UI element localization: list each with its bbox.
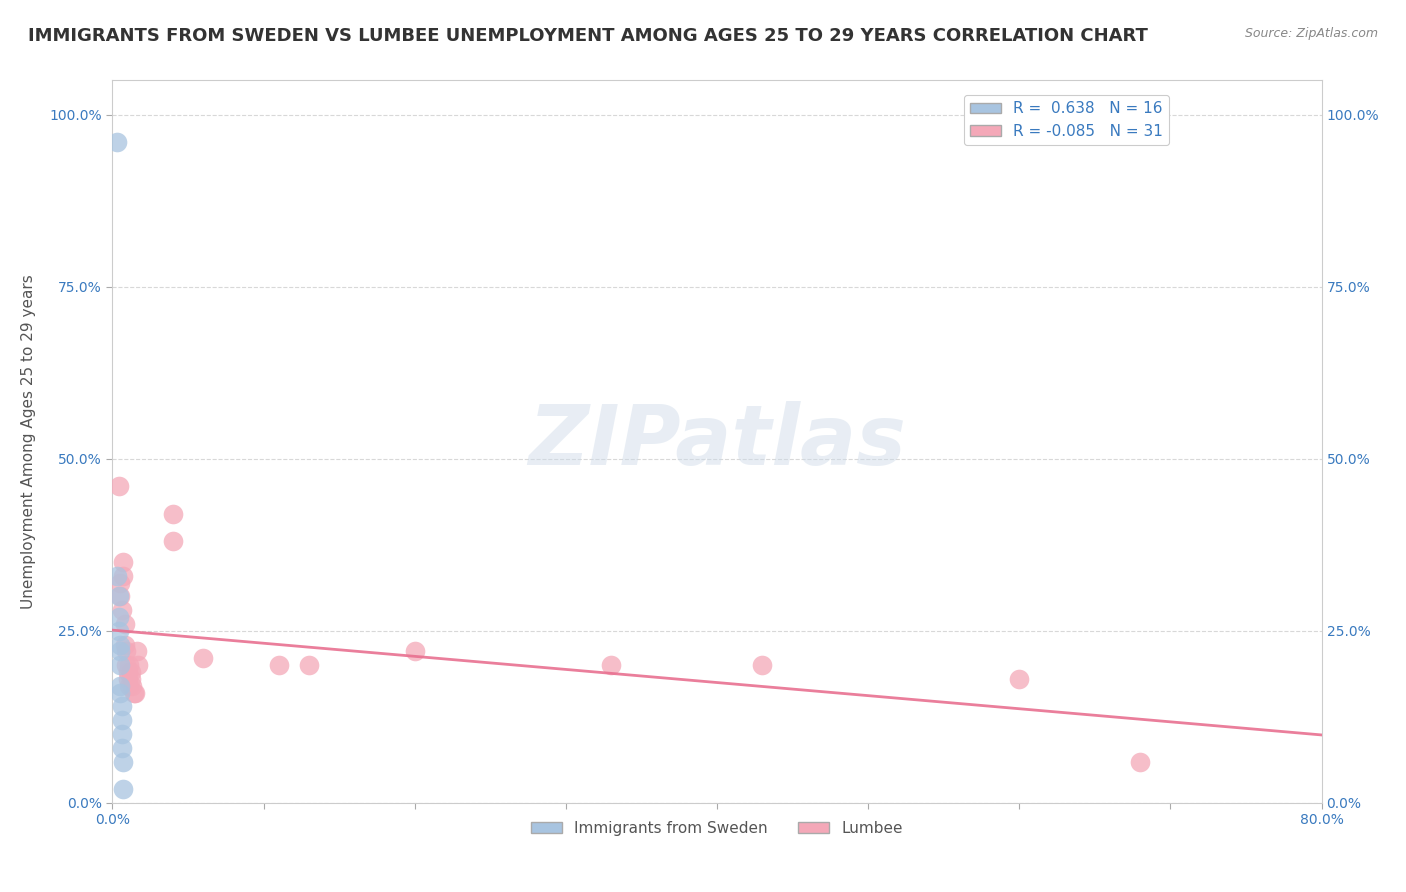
Legend: Immigrants from Sweden, Lumbee: Immigrants from Sweden, Lumbee xyxy=(526,815,908,842)
Point xyxy=(162,534,184,549)
Point xyxy=(108,679,131,693)
Point xyxy=(107,590,129,604)
Point xyxy=(108,590,131,604)
Point xyxy=(112,568,135,582)
Point xyxy=(122,686,145,700)
Point xyxy=(108,638,131,652)
Point xyxy=(110,727,132,741)
Point xyxy=(107,624,129,638)
Point xyxy=(751,658,773,673)
Point xyxy=(404,644,426,658)
Point xyxy=(1129,755,1152,769)
Point xyxy=(118,679,141,693)
Y-axis label: Unemployment Among Ages 25 to 29 years: Unemployment Among Ages 25 to 29 years xyxy=(21,274,35,609)
Point xyxy=(112,755,135,769)
Point xyxy=(191,651,214,665)
Point xyxy=(110,713,132,727)
Text: ZIPatlas: ZIPatlas xyxy=(529,401,905,482)
Point xyxy=(267,658,290,673)
Point xyxy=(107,479,129,493)
Point xyxy=(114,616,136,631)
Point xyxy=(121,679,143,693)
Point xyxy=(110,603,132,617)
Point xyxy=(120,665,142,679)
Point xyxy=(162,507,184,521)
Point xyxy=(108,644,131,658)
Point xyxy=(120,672,142,686)
Point xyxy=(112,782,135,797)
Point xyxy=(114,638,136,652)
Point xyxy=(115,644,138,658)
Point xyxy=(115,658,138,673)
Point xyxy=(105,135,128,149)
Point xyxy=(118,658,141,673)
Point xyxy=(108,686,131,700)
Point xyxy=(1008,672,1031,686)
Point xyxy=(127,658,149,673)
Point xyxy=(298,658,321,673)
Text: IMMIGRANTS FROM SWEDEN VS LUMBEE UNEMPLOYMENT AMONG AGES 25 TO 29 YEARS CORRELAT: IMMIGRANTS FROM SWEDEN VS LUMBEE UNEMPLO… xyxy=(28,27,1147,45)
Point xyxy=(105,568,128,582)
Point xyxy=(108,575,131,590)
Point xyxy=(108,658,131,673)
Point xyxy=(125,644,148,658)
Point xyxy=(110,699,132,714)
Point xyxy=(110,740,132,755)
Point xyxy=(117,665,139,679)
Point xyxy=(124,686,146,700)
Point xyxy=(117,672,139,686)
Point xyxy=(600,658,623,673)
Point xyxy=(107,610,129,624)
Text: Source: ZipAtlas.com: Source: ZipAtlas.com xyxy=(1244,27,1378,40)
Point xyxy=(112,555,135,569)
